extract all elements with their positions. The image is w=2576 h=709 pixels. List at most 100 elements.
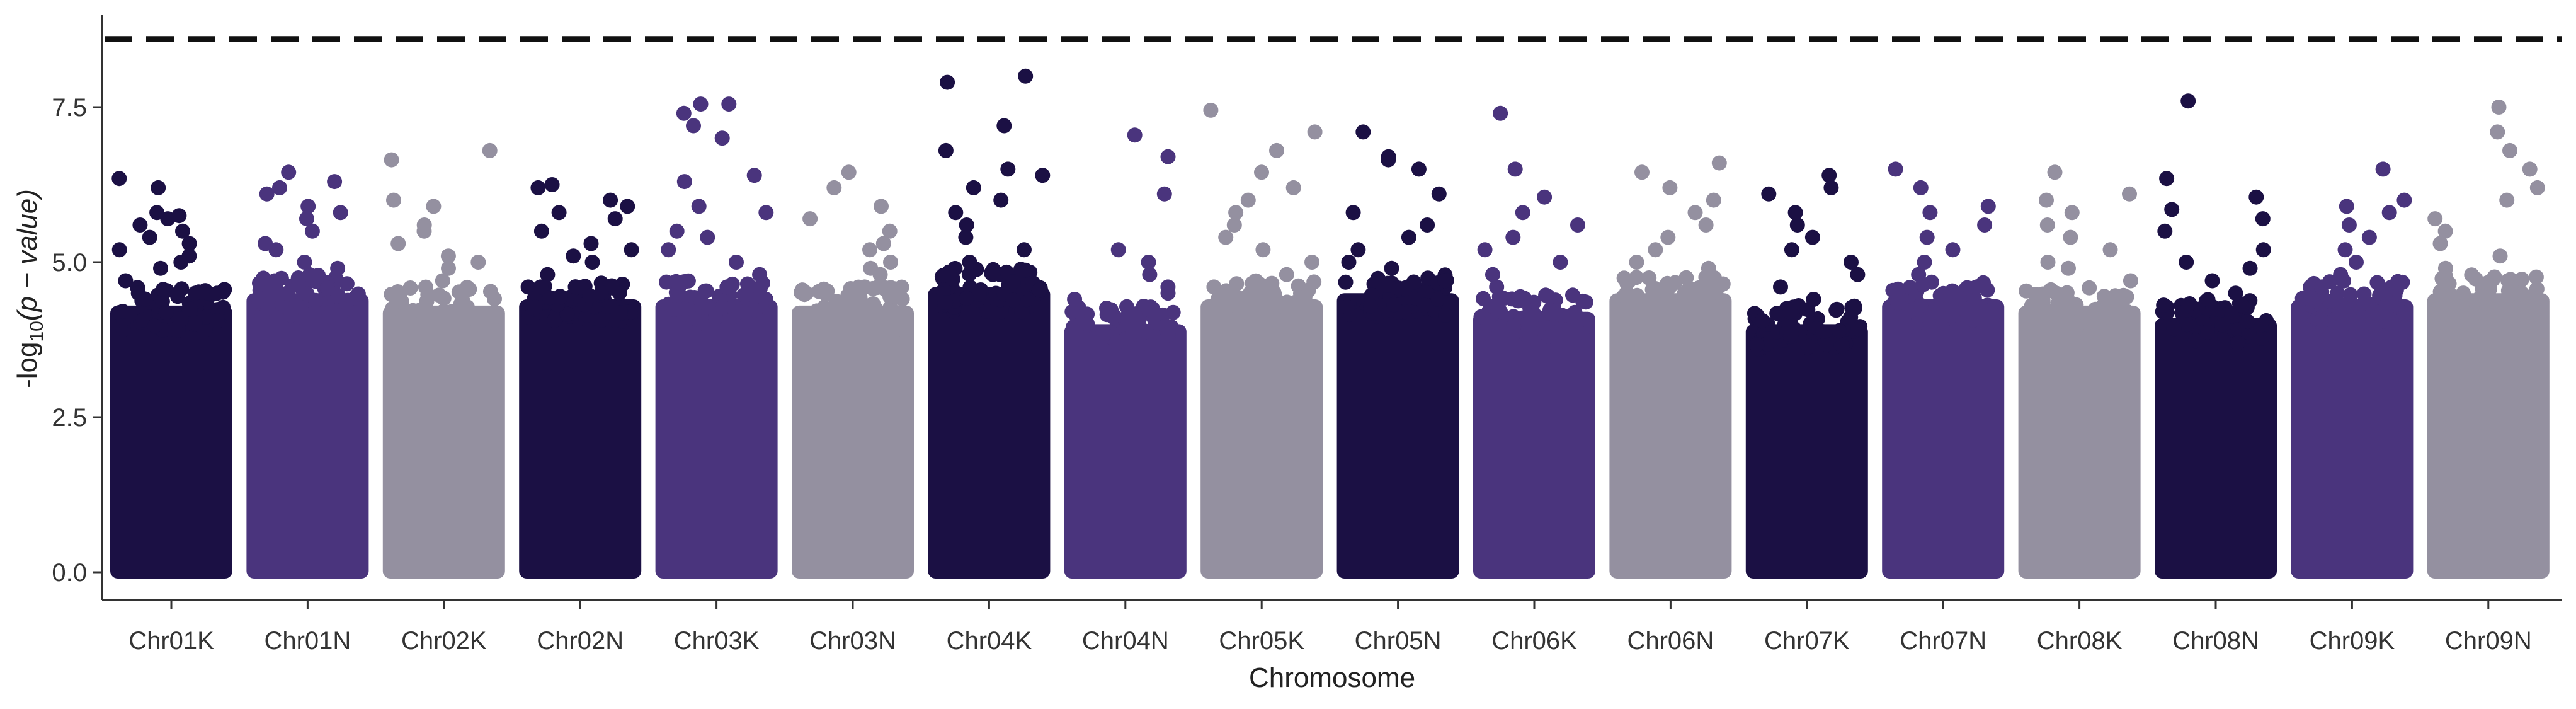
data-point-hit bbox=[2339, 199, 2354, 214]
data-point-hit bbox=[1141, 255, 1156, 270]
data-point bbox=[174, 311, 189, 327]
data-point bbox=[2072, 313, 2087, 329]
data-point bbox=[1340, 299, 1355, 315]
data-point bbox=[841, 299, 857, 315]
data-point bbox=[1106, 308, 1122, 324]
data-point bbox=[731, 304, 747, 320]
data-point bbox=[1769, 306, 1785, 321]
data-point bbox=[1363, 298, 1379, 314]
data-point-hit bbox=[386, 192, 401, 208]
data-point-hit bbox=[607, 211, 623, 227]
data-point-hit bbox=[2490, 124, 2505, 140]
data-point-hit bbox=[938, 142, 954, 158]
data-point-hit bbox=[857, 279, 872, 295]
chromosome-band-chr07k bbox=[1745, 324, 1868, 579]
data-point bbox=[339, 276, 355, 292]
data-point-hit bbox=[304, 223, 320, 239]
data-point-hit bbox=[1420, 217, 1435, 233]
data-point bbox=[302, 267, 317, 282]
x-tick-label: Chr07K bbox=[1764, 627, 1850, 655]
data-point-hit bbox=[1784, 242, 1799, 258]
data-point bbox=[1019, 292, 1034, 308]
data-point bbox=[1621, 289, 1636, 305]
data-point bbox=[2019, 283, 2034, 299]
data-point bbox=[1818, 337, 1834, 352]
x-axis-title: Chromosome bbox=[1249, 662, 1415, 693]
data-point-hit bbox=[530, 180, 546, 195]
data-point-hit bbox=[2204, 273, 2220, 289]
data-point bbox=[1386, 297, 1402, 313]
data-point bbox=[2468, 271, 2483, 287]
data-point-hit bbox=[669, 223, 685, 239]
data-point bbox=[868, 301, 884, 317]
data-point bbox=[1670, 309, 1686, 325]
data-point-hit bbox=[2159, 171, 2175, 187]
chromosome-band-chr02k bbox=[382, 305, 505, 579]
x-axis-ticks: Chr01K Chr01N Chr02K Chr02N Chr03K Chr03N Chr0… bbox=[128, 600, 2532, 655]
data-point bbox=[859, 315, 875, 331]
data-point-hit bbox=[300, 199, 316, 214]
data-point-hit bbox=[2500, 273, 2516, 289]
data-point-hit bbox=[603, 192, 618, 208]
data-point-hit bbox=[2047, 164, 2063, 180]
chromosome-band-chr04k bbox=[928, 287, 1051, 579]
data-point bbox=[2514, 309, 2529, 325]
data-point bbox=[1474, 326, 1490, 342]
data-point bbox=[668, 274, 684, 289]
data-point bbox=[1444, 294, 1459, 309]
x-tick-label: Chr04N bbox=[1082, 627, 1169, 655]
data-point-hit bbox=[758, 205, 774, 221]
data-point-hit bbox=[2522, 161, 2538, 177]
data-point bbox=[1297, 289, 1313, 304]
data-point-hit bbox=[1384, 260, 1399, 276]
data-point bbox=[402, 280, 418, 296]
data-point-hit bbox=[327, 174, 343, 190]
data-point bbox=[752, 281, 768, 297]
data-point bbox=[1527, 308, 1542, 323]
data-point bbox=[829, 306, 845, 322]
data-point bbox=[1210, 291, 1226, 307]
data-point-hit bbox=[540, 267, 556, 282]
data-point-hit bbox=[1773, 279, 1788, 295]
data-point bbox=[135, 312, 151, 328]
data-point bbox=[1913, 297, 1929, 313]
data-point-hit bbox=[1698, 217, 1714, 233]
data-point bbox=[1228, 294, 1243, 309]
data-point-hit bbox=[272, 180, 287, 195]
data-point-hit bbox=[1505, 229, 1521, 245]
data-point-hit bbox=[1345, 205, 1361, 221]
data-point bbox=[816, 299, 832, 315]
data-point-hit bbox=[1307, 124, 1323, 140]
data-point bbox=[1406, 274, 1422, 290]
data-point-hit bbox=[1269, 142, 1284, 158]
data-point-hit bbox=[2255, 242, 2271, 258]
data-point-hit bbox=[2242, 260, 2258, 276]
data-point bbox=[1801, 338, 1816, 354]
data-point bbox=[528, 299, 543, 315]
data-point-hit bbox=[181, 248, 197, 264]
data-point bbox=[714, 299, 730, 314]
data-point-hit bbox=[1706, 192, 1721, 208]
data-point bbox=[2241, 325, 2257, 340]
data-point bbox=[959, 291, 974, 306]
data-point bbox=[2102, 310, 2118, 326]
data-point bbox=[1832, 323, 1847, 338]
data-point bbox=[739, 287, 755, 303]
data-point bbox=[2303, 290, 2319, 306]
data-point-hit bbox=[1660, 229, 1676, 245]
data-point bbox=[1715, 276, 1731, 292]
data-point bbox=[1438, 308, 1454, 323]
data-point bbox=[2293, 308, 2308, 324]
data-point bbox=[1578, 294, 1593, 310]
data-point-hit bbox=[1355, 124, 1371, 140]
data-point bbox=[1143, 303, 1158, 318]
data-point-hit bbox=[583, 236, 599, 251]
x-tick-label: Chr09K bbox=[2310, 627, 2395, 655]
data-point bbox=[1125, 325, 1141, 340]
data-point-hit bbox=[441, 260, 456, 276]
data-point-hit bbox=[1553, 255, 1568, 270]
data-point-hit bbox=[426, 199, 442, 214]
data-point-hit bbox=[826, 180, 842, 195]
data-point bbox=[2156, 297, 2172, 313]
x-tick-label: Chr08K bbox=[2037, 627, 2123, 655]
